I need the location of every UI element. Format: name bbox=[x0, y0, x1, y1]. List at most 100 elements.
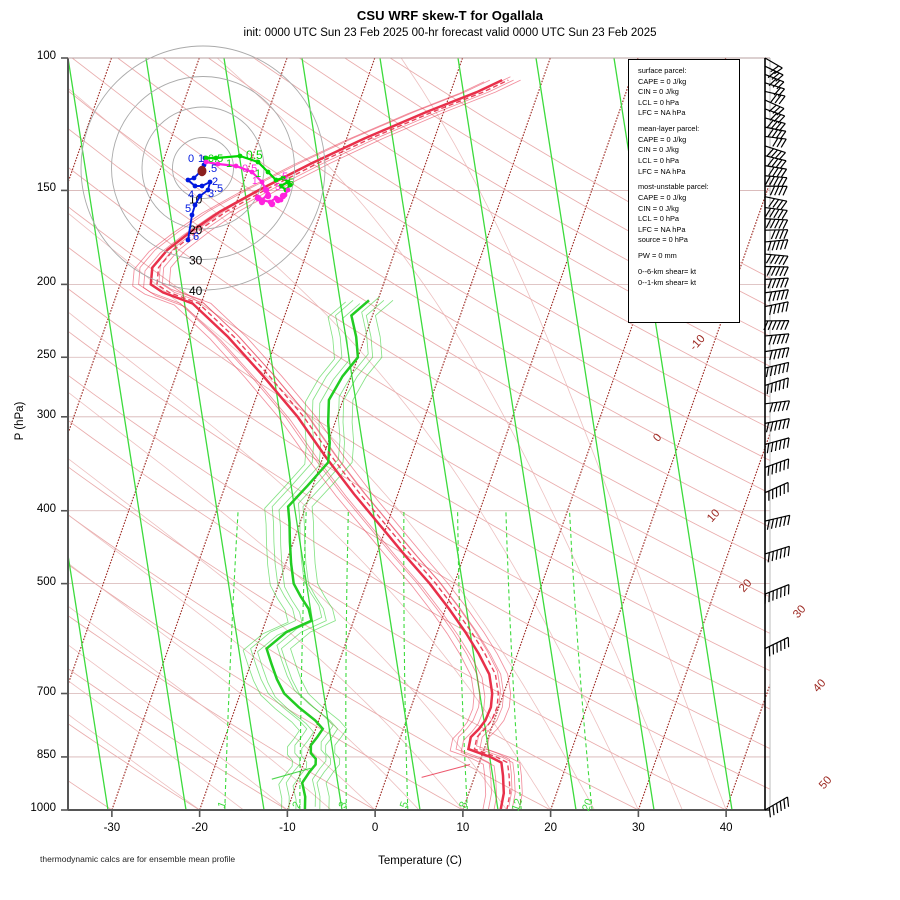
pressure-tick-label: 1000 bbox=[30, 802, 56, 814]
dry-adiabat-line bbox=[117, 58, 770, 462]
hodograph-point bbox=[280, 175, 286, 181]
wind-barb bbox=[764, 253, 789, 266]
hodograph-green-label: 0.5 bbox=[246, 148, 263, 162]
green-guide-line bbox=[301, 58, 421, 810]
mixing-ratio-label: 1 bbox=[216, 800, 229, 810]
green-guide-line bbox=[223, 58, 343, 810]
mixing-ratio-label: 2 bbox=[290, 800, 303, 810]
temperature-tick-label: 10 bbox=[456, 822, 470, 834]
wind-barb bbox=[764, 126, 787, 140]
legend-line: LFC = NA hPa bbox=[638, 224, 686, 234]
legend-line: CIN = 0 J/kg bbox=[638, 87, 679, 97]
page-subtitle: init: 0000 UTC Sun 23 Feb 2025 00-hr for… bbox=[243, 27, 657, 39]
mixing-ratio-line bbox=[224, 510, 239, 810]
dry-adiabat-line bbox=[253, 58, 770, 367]
hodograph-point bbox=[255, 159, 261, 165]
wind-barb bbox=[764, 218, 789, 229]
pressure-tick-label: 700 bbox=[36, 685, 56, 698]
hodograph-blue-label: 2 bbox=[212, 176, 218, 188]
wind-barb bbox=[764, 196, 788, 210]
legend-line: source = 0 hPa bbox=[638, 235, 688, 245]
hodograph-point bbox=[264, 192, 272, 200]
parcel-trace bbox=[156, 79, 511, 810]
hodograph-ring-label: 40 bbox=[189, 284, 203, 298]
hodograph-ring bbox=[80, 45, 326, 291]
mean-temperature-trace bbox=[149, 78, 506, 810]
wind-barb bbox=[764, 65, 784, 82]
hodograph-point bbox=[249, 169, 255, 175]
wind-barb bbox=[764, 400, 791, 413]
isotherm-line bbox=[111, 58, 376, 810]
wind-barb bbox=[764, 265, 789, 277]
dry-adiabat-line bbox=[68, 723, 200, 810]
temperature-tick-label: -20 bbox=[191, 822, 208, 834]
legend-line: most-unstable parcel: bbox=[638, 182, 709, 192]
wind-barb bbox=[764, 239, 789, 251]
mixing-ratio-label: 20 bbox=[580, 797, 595, 813]
hodograph-blue-label: .5 bbox=[208, 163, 217, 175]
moist-adiabat-line bbox=[216, 58, 683, 810]
dry-adiabat-line bbox=[68, 166, 770, 598]
legend-line: LFC = NA hPa bbox=[638, 108, 686, 118]
hodograph-point bbox=[199, 183, 205, 189]
hodograph-point bbox=[273, 177, 279, 183]
hodograph-green-label: 1 bbox=[255, 168, 261, 180]
moist-adiabat-line bbox=[68, 87, 639, 810]
mixing-ratio-line bbox=[505, 510, 522, 810]
isotherm-line bbox=[725, 682, 770, 810]
wind-barb bbox=[764, 333, 790, 345]
green-guide-line bbox=[145, 58, 265, 810]
hodograph-point bbox=[203, 159, 209, 165]
isotherm-line bbox=[199, 58, 464, 810]
wind-barb bbox=[764, 185, 788, 196]
legend-line: 0--6-km shear= kt bbox=[638, 267, 697, 276]
wind-barb bbox=[764, 135, 787, 148]
hodograph-point bbox=[287, 182, 293, 188]
green-guide-line bbox=[379, 58, 499, 810]
hodograph-magenta-label: 0.5 bbox=[242, 163, 257, 175]
mixing-ratio-label: 5 bbox=[398, 800, 411, 810]
hodograph-point bbox=[274, 196, 282, 204]
hodograph-point bbox=[258, 198, 266, 206]
dry-adiabat-line bbox=[68, 514, 551, 810]
hodograph-point bbox=[185, 177, 191, 183]
pressure-tick-label: 500 bbox=[36, 575, 56, 588]
dry-adiabat-line bbox=[68, 668, 288, 810]
hodograph-point bbox=[192, 202, 198, 208]
hodograph-blue-label: 5 bbox=[185, 203, 191, 215]
isotherm-line bbox=[286, 58, 551, 810]
isotherm-label: -10 bbox=[688, 333, 708, 353]
mixing-ratio-line bbox=[568, 510, 593, 810]
hodograph-point bbox=[207, 179, 213, 185]
hodograph-green-label: 5 bbox=[288, 177, 294, 189]
pressure-tick-label: 850 bbox=[36, 748, 56, 761]
green-guide-line bbox=[535, 58, 655, 810]
wind-barb bbox=[764, 481, 789, 501]
wind-barb bbox=[764, 206, 788, 220]
mixing-ratio-line bbox=[299, 510, 307, 810]
hodograph-point bbox=[279, 192, 287, 200]
dry-adiabat-line bbox=[299, 58, 770, 337]
legend-line: CIN = 0 J/kg bbox=[638, 145, 679, 155]
ensemble-temperature-trace bbox=[138, 79, 492, 810]
moist-adiabat-line bbox=[68, 514, 420, 810]
dry-adiabat-line bbox=[68, 246, 770, 672]
legend-line: LCL = 0 hPa bbox=[638, 97, 680, 107]
hodograph-green-label: 1 bbox=[226, 158, 232, 170]
hodograph-point bbox=[259, 179, 265, 185]
isotherm-line bbox=[374, 58, 639, 810]
wind-barb bbox=[764, 514, 791, 530]
wind-barb bbox=[764, 289, 789, 302]
hodograph-ring bbox=[111, 76, 295, 260]
hodograph-blue-label: 3 bbox=[208, 188, 214, 200]
wind-barb bbox=[764, 458, 790, 476]
parcel-legend-box: surface parcel: CAPE = 0 J/kg CIN = 0 J/kg… bbox=[628, 59, 740, 323]
hodograph-ring bbox=[172, 137, 234, 199]
legend-line: PW = 0 mm bbox=[638, 251, 677, 261]
hodograph-ring-label: 30 bbox=[189, 254, 203, 268]
ensemble-temperature-trace bbox=[132, 81, 487, 810]
mean-dewpoint-trace bbox=[265, 299, 370, 810]
surface-stub-dew bbox=[271, 767, 311, 780]
